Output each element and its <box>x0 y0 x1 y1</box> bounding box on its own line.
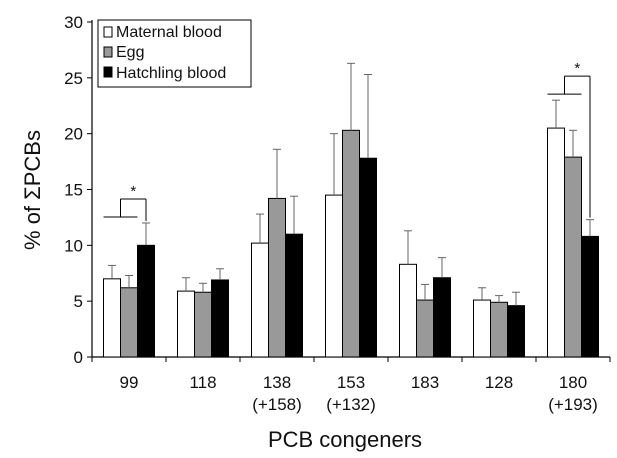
bar <box>359 157 377 358</box>
x-tick-label: 183 <box>411 373 439 392</box>
x-tick-label: 138 <box>263 373 291 392</box>
legend-label-maternal-blood: Maternal blood <box>116 24 222 41</box>
legend: Maternal blood Egg Hatchling blood <box>97 19 252 88</box>
bar <box>581 235 599 358</box>
y-tick-label: 10 <box>64 236 83 255</box>
x-tick-label: 180 <box>559 373 587 392</box>
legend-box <box>97 19 252 88</box>
y-tick-label: 15 <box>64 181 83 200</box>
x-tick-label: 153 <box>337 373 365 392</box>
bar <box>490 301 508 358</box>
bar <box>211 279 229 358</box>
x-tick-sublabel: (+132) <box>326 395 376 414</box>
y-tick-label: 0 <box>74 348 83 367</box>
y-axis-title: % of ΣPCBs <box>20 130 45 250</box>
x-tick-label: 118 <box>189 373 216 392</box>
x-tick-label: 99 <box>120 373 139 392</box>
x-axis-title: PCB congeners <box>268 427 422 452</box>
y-tick-label: 5 <box>74 292 83 311</box>
bar <box>564 156 582 358</box>
bar <box>507 305 525 358</box>
bar <box>325 194 343 358</box>
bar <box>547 127 565 358</box>
significance-star: * <box>574 60 580 77</box>
bar <box>342 129 360 358</box>
bar <box>137 244 155 358</box>
bar <box>285 233 303 358</box>
bar <box>433 277 451 358</box>
bar <box>103 278 121 358</box>
bar <box>251 242 269 358</box>
x-tick-sublabel: (+193) <box>548 395 598 414</box>
legend-label-egg: Egg <box>116 44 144 61</box>
x-tick-label: 128 <box>485 373 513 392</box>
bar <box>416 299 434 358</box>
x-tick-sublabel: (+158) <box>252 395 302 414</box>
y-tick-label: 30 <box>64 13 83 32</box>
y-tick-label: 20 <box>64 125 83 144</box>
bar <box>177 290 195 358</box>
bar <box>268 197 286 358</box>
legend-swatch-hatchling-blood <box>103 66 113 78</box>
significance-star: * <box>130 183 136 200</box>
bar <box>399 263 417 358</box>
bar <box>120 287 138 358</box>
bar <box>473 299 491 358</box>
legend-swatch-egg <box>103 46 113 58</box>
legend-label-hatchling-blood: Hatchling blood <box>116 65 226 82</box>
bar <box>194 291 212 358</box>
plot-area: 0 5 10 15 20 25 30 99 118 138 (+158) 153 (+132) 183 12… <box>64 13 611 414</box>
legend-swatch-maternal-blood <box>103 26 113 38</box>
y-tick-label: 25 <box>64 69 83 88</box>
